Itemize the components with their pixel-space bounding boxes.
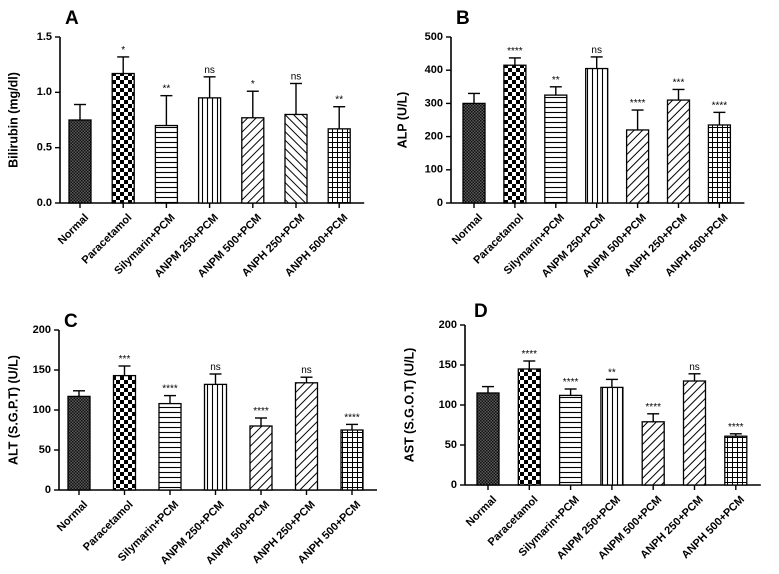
significance-label: **** — [712, 100, 728, 111]
category-label: Normal — [55, 499, 90, 534]
bar — [476, 392, 500, 486]
y-tick-label: 1.0 — [37, 86, 52, 98]
y-tick-label: 0 — [45, 484, 51, 496]
y-axis-label: ALP (U/L) — [395, 92, 409, 149]
bar — [340, 429, 364, 491]
significance-label: ** — [552, 75, 560, 86]
y-tick-label: 300 — [425, 97, 443, 109]
bar — [241, 117, 265, 204]
bar — [462, 102, 486, 204]
y-tick-label: 200 — [33, 324, 51, 336]
significance-label: ns — [210, 362, 221, 373]
y-axis-label: ALT (S.G.P.T) (U/L) — [6, 355, 20, 465]
bar — [625, 129, 650, 204]
y-tick-label: 0 — [451, 479, 457, 491]
significance-label: *** — [119, 354, 131, 365]
chart-panel-d: D 0 50 100 150 200 AST (S.G.O.T) (U/L) Normal **… — [402, 301, 761, 562]
significance-label: **** — [630, 98, 646, 109]
bar — [641, 421, 665, 486]
bar — [67, 395, 91, 491]
bar — [249, 425, 273, 491]
category-label: Normal — [56, 212, 91, 247]
panel-letter: B — [456, 8, 470, 29]
significance-label: ns — [301, 365, 312, 376]
significance-label: * — [251, 79, 255, 90]
bar — [154, 124, 179, 204]
y-tick-label: 1.5 — [37, 31, 52, 43]
panel-letter: D — [474, 301, 488, 322]
category-label: Normal — [450, 212, 485, 247]
significance-label: **** — [507, 46, 523, 57]
y-tick-label: 500 — [425, 31, 443, 43]
bar — [112, 374, 137, 491]
bar — [724, 435, 748, 486]
bar — [68, 119, 92, 204]
y-tick-label: 0 — [437, 197, 443, 209]
y-tick-label: 150 — [439, 359, 457, 371]
y-tick-label: 100 — [33, 404, 51, 416]
bar — [517, 368, 541, 486]
significance-label: **** — [253, 406, 269, 417]
y-tick-label: 200 — [425, 131, 443, 143]
significance-label: ns — [591, 45, 602, 56]
bar — [600, 386, 624, 486]
significance-label: ** — [335, 95, 343, 106]
y-tick-label: 400 — [425, 64, 443, 76]
significance-label: **** — [522, 349, 538, 360]
bar — [111, 72, 135, 204]
bar — [203, 383, 228, 491]
y-tick-label: 100 — [425, 164, 443, 176]
bar — [327, 128, 351, 204]
bar — [682, 380, 707, 486]
y-tick-label: 50 — [39, 444, 51, 456]
significance-label: *** — [673, 77, 685, 88]
y-tick-label: 0.0 — [37, 197, 52, 209]
bar — [284, 113, 308, 204]
significance-label: ** — [163, 84, 171, 95]
significance-label: * — [121, 45, 125, 56]
bar — [585, 67, 609, 204]
y-tick-label: 100 — [439, 399, 457, 411]
bar — [666, 99, 691, 204]
category-label: Normal — [464, 494, 499, 529]
significance-label: ns — [291, 71, 302, 82]
bar — [503, 64, 527, 204]
y-tick-label: 150 — [33, 364, 51, 376]
bar — [294, 382, 319, 491]
panel-letter: C — [64, 311, 78, 332]
significance-label: ** — [608, 367, 616, 378]
bar — [707, 124, 732, 204]
significance-label: ns — [689, 362, 700, 373]
y-tick-label: 50 — [445, 439, 457, 451]
significance-label: ns — [204, 65, 215, 76]
significance-label: **** — [344, 412, 360, 423]
y-tick-label: 200 — [439, 319, 457, 331]
chart-panel-c: C 0 50 100 150 200 ALT (S.G.P.T) (U/L) Normal **… — [6, 311, 377, 567]
significance-label: **** — [645, 402, 661, 413]
bar — [544, 94, 568, 204]
y-tick-label: 0.5 — [37, 142, 52, 154]
panel-letter: A — [65, 8, 79, 29]
y-axis-label: AST (S.G.O.T) (U/L) — [402, 348, 416, 463]
significance-label: **** — [728, 422, 744, 433]
bar — [197, 97, 222, 204]
bar — [158, 402, 182, 491]
significance-label: **** — [563, 377, 579, 388]
significance-label: **** — [162, 384, 178, 395]
bar — [558, 394, 583, 486]
y-axis-label: Bilirubin (mg/dl) — [6, 72, 20, 168]
